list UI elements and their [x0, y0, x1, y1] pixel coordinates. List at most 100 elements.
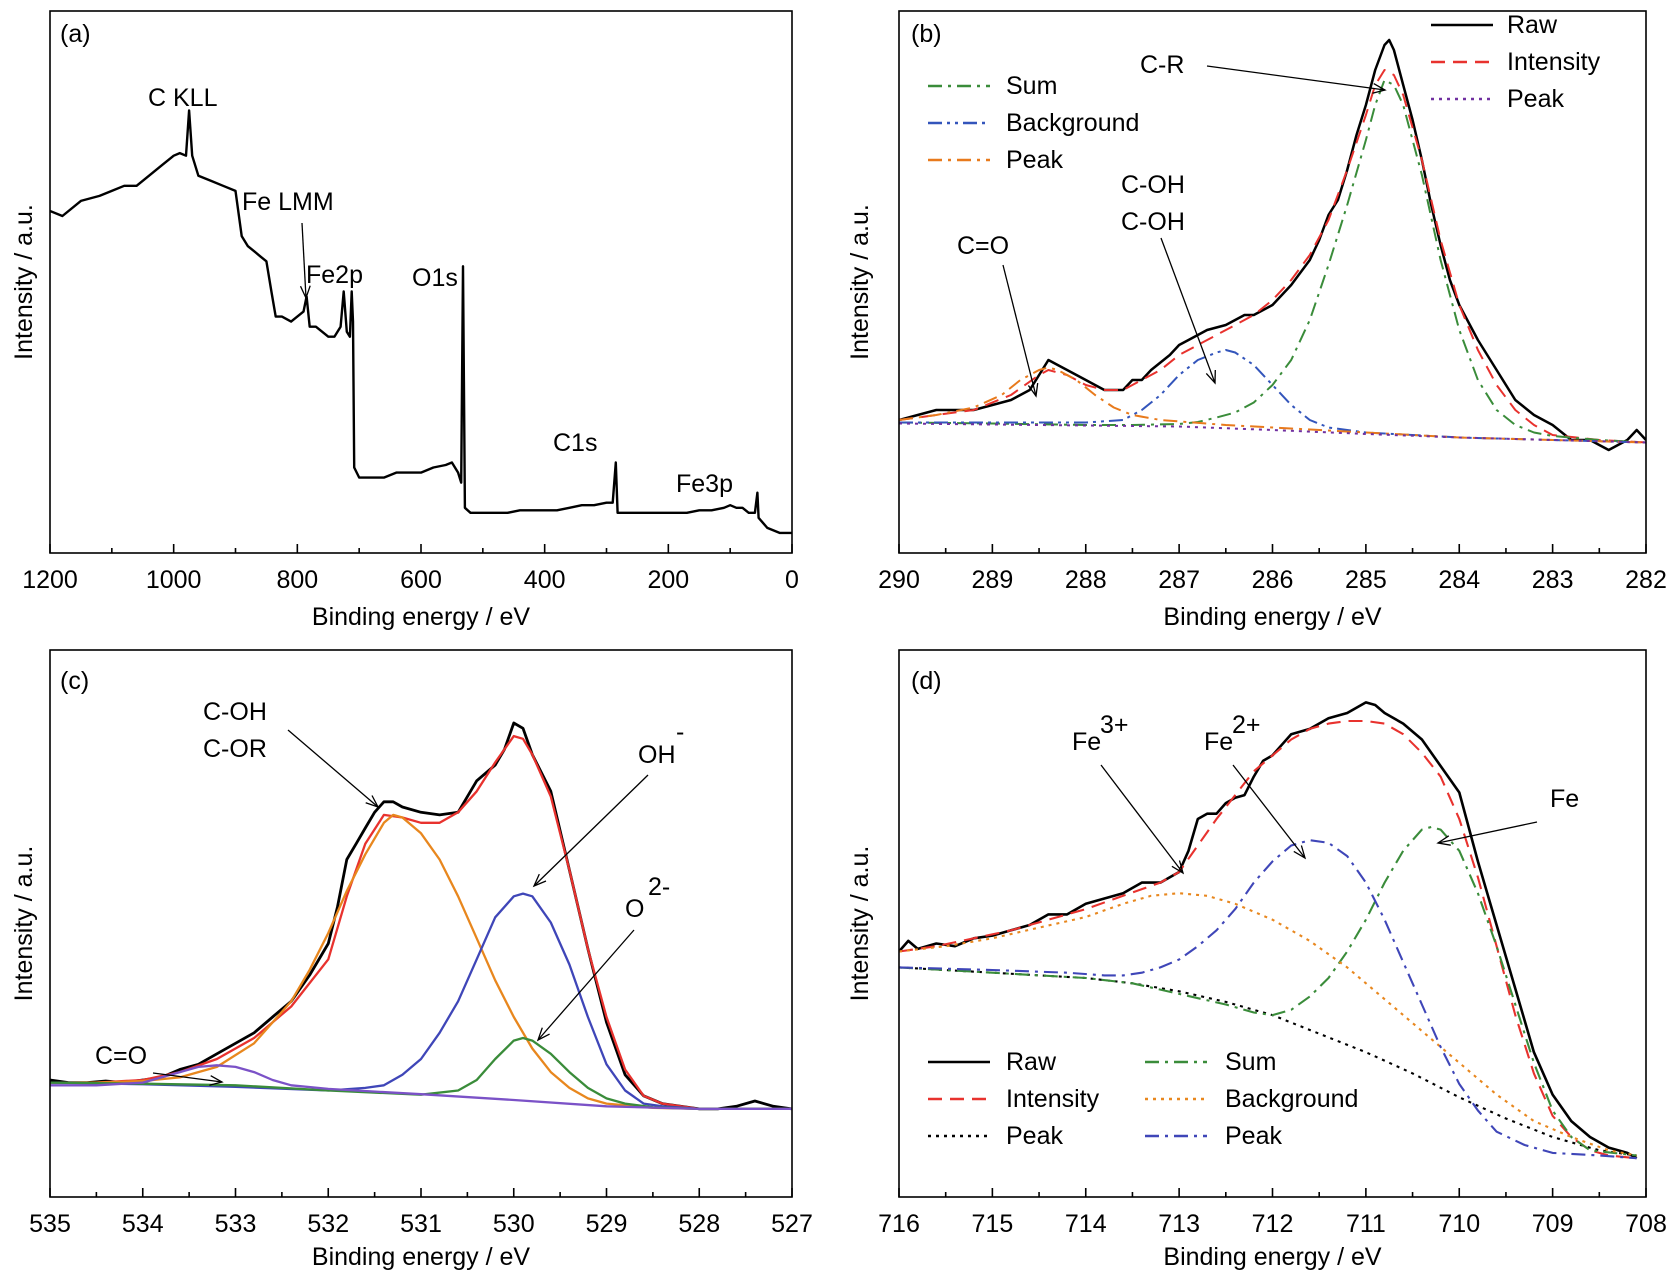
series-group — [50, 109, 792, 535]
series-line-sum-3 — [899, 79, 1646, 444]
series-line-curve-3 — [50, 813, 792, 1111]
x-tick-label: 290 — [878, 566, 920, 594]
x-tick-label: 1200 — [22, 566, 78, 594]
series-line-curve-1 — [50, 721, 792, 1111]
x-tick-label: 288 — [1065, 566, 1107, 594]
plot-frame — [898, 649, 1647, 1198]
x-tick-label: 710 — [1438, 1210, 1480, 1238]
annotation-c-o: C=O — [957, 232, 1009, 260]
arrow-head — [536, 1027, 550, 1042]
annotation-arrow — [1232, 764, 1306, 859]
x-tick-label: 533 — [215, 1210, 257, 1238]
panel-c: 535 534 533 532 531 530 529 528 527 Binding energ… — [10, 649, 813, 1271]
annotation-c-or: C-OR — [203, 735, 267, 763]
series-line-curve-4 — [50, 892, 792, 1111]
x-axis-label: Binding energy / eV — [312, 603, 531, 631]
series-line-raw-1 — [899, 38, 1646, 452]
x-tick-label: 716 — [878, 1210, 920, 1238]
x-tick-label: 711 — [1346, 1210, 1386, 1238]
annotation-arrow — [1206, 65, 1386, 91]
annotation-o: O — [625, 895, 644, 923]
x-tick-label: 709 — [1532, 1210, 1574, 1238]
annotation-oh: OH — [638, 741, 676, 769]
annotation-c-oh: C-OH — [1121, 171, 1185, 199]
x-tick-label: 400 — [524, 566, 566, 594]
x-tick-label: 534 — [122, 1210, 164, 1238]
annotation-fe: Fe — [1072, 728, 1101, 756]
legend-label-intensity: Intensity — [1006, 1085, 1100, 1113]
annotation-c-oh: C-OH — [1121, 208, 1185, 236]
y-axis-label: Intensity / a.u. — [846, 204, 874, 360]
x-tick-label: 714 — [1065, 1210, 1107, 1238]
arrow-head — [1293, 845, 1307, 860]
x-tick-label: 286 — [1252, 566, 1294, 594]
annotation-fe3p: Fe3p — [676, 470, 733, 498]
series-line-intensity-2 — [899, 719, 1637, 1160]
panel-a: 1200 1000 800 600 400 200 0 Binding energy / eV… — [10, 10, 799, 631]
x-tick-label: 527 — [771, 1210, 813, 1238]
annotation-arrow — [1437, 821, 1538, 844]
x-tick-label: 531 — [400, 1210, 442, 1238]
annotation-arrow — [152, 1072, 223, 1083]
legend-label-sum: Sum — [1006, 72, 1057, 100]
annotation-arrow — [1160, 237, 1216, 384]
panel-d: 716 715 714 713 712 711 710 709 708 Binding energ… — [846, 649, 1667, 1271]
annotation-c-o: C=O — [95, 1042, 147, 1070]
series-group — [899, 38, 1646, 452]
x-tick-label: 287 — [1158, 566, 1200, 594]
x-tick-label: 532 — [307, 1210, 349, 1238]
annotation-arrow — [1002, 264, 1037, 397]
annotation-3: 3+ — [1100, 711, 1129, 739]
annotation-item: - — [676, 718, 684, 746]
annotation-2: 2+ — [1232, 711, 1261, 739]
annotation-arrow — [1100, 764, 1184, 874]
x-axis-label: Binding energy / eV — [1163, 603, 1382, 631]
annotation-fe-lmm: Fe LMM — [242, 188, 334, 216]
annotation-c-r: C-R — [1140, 51, 1184, 79]
legend-label-peak: Peak — [1006, 1122, 1063, 1150]
annotation-arrow — [301, 222, 307, 299]
x-tick-label: 715 — [972, 1210, 1014, 1238]
legend-label-background: Background — [1006, 109, 1139, 137]
arrow-head — [1027, 383, 1039, 398]
series-group — [899, 701, 1638, 1160]
arrow-head — [1436, 835, 1451, 846]
arrow-head — [532, 873, 547, 888]
annotation-arrow — [537, 929, 635, 1041]
x-tick-label: 282 — [1625, 566, 1667, 594]
legend-label-peak: Peak — [1225, 1122, 1282, 1150]
x-tick-label: 600 — [400, 566, 442, 594]
legend-label-sum: Sum — [1225, 1048, 1276, 1076]
series-line-peak-5 — [899, 366, 1646, 444]
series-line-curve-2 — [50, 734, 792, 1111]
panel-label: (b) — [911, 20, 942, 48]
x-tick-label: 1000 — [146, 566, 202, 594]
legend: Raw Intensity Peak Sum Background Peak — [928, 11, 1601, 174]
arrow-head — [1372, 83, 1387, 94]
x-tick-label: 530 — [493, 1210, 535, 1238]
x-axis: 716 715 714 713 712 711 710 709 708 — [878, 1188, 1667, 1238]
series-line-curve-6 — [50, 1064, 792, 1111]
y-axis-label: Intensity / a.u. — [10, 204, 38, 360]
annotation-arrow — [533, 774, 649, 887]
series-line-sum-4 — [899, 825, 1637, 1157]
arrow-head — [299, 285, 311, 300]
x-tick-label: 284 — [1438, 566, 1480, 594]
panel-label: (c) — [60, 667, 89, 695]
annotation-fe: Fe — [1550, 785, 1579, 813]
x-tick-label: 713 — [1158, 1210, 1200, 1238]
series-line-background-5 — [899, 892, 1637, 1157]
legend-label-peak: Peak — [1507, 85, 1564, 113]
arrow-head — [1171, 860, 1185, 875]
x-tick-label: 800 — [276, 566, 318, 594]
x-tick-label: 285 — [1345, 566, 1387, 594]
x-tick-label: 0 — [785, 566, 799, 594]
y-axis-label: Intensity / a.u. — [846, 846, 874, 1002]
annotation-c1s: C1s — [553, 429, 597, 457]
annotation-2: 2- — [648, 873, 670, 901]
annotation-arrow — [287, 729, 379, 808]
x-tick-label: 529 — [586, 1210, 628, 1238]
panel-label: (a) — [60, 20, 91, 48]
x-axis: 535 534 533 532 531 530 529 528 527 — [29, 1188, 813, 1238]
